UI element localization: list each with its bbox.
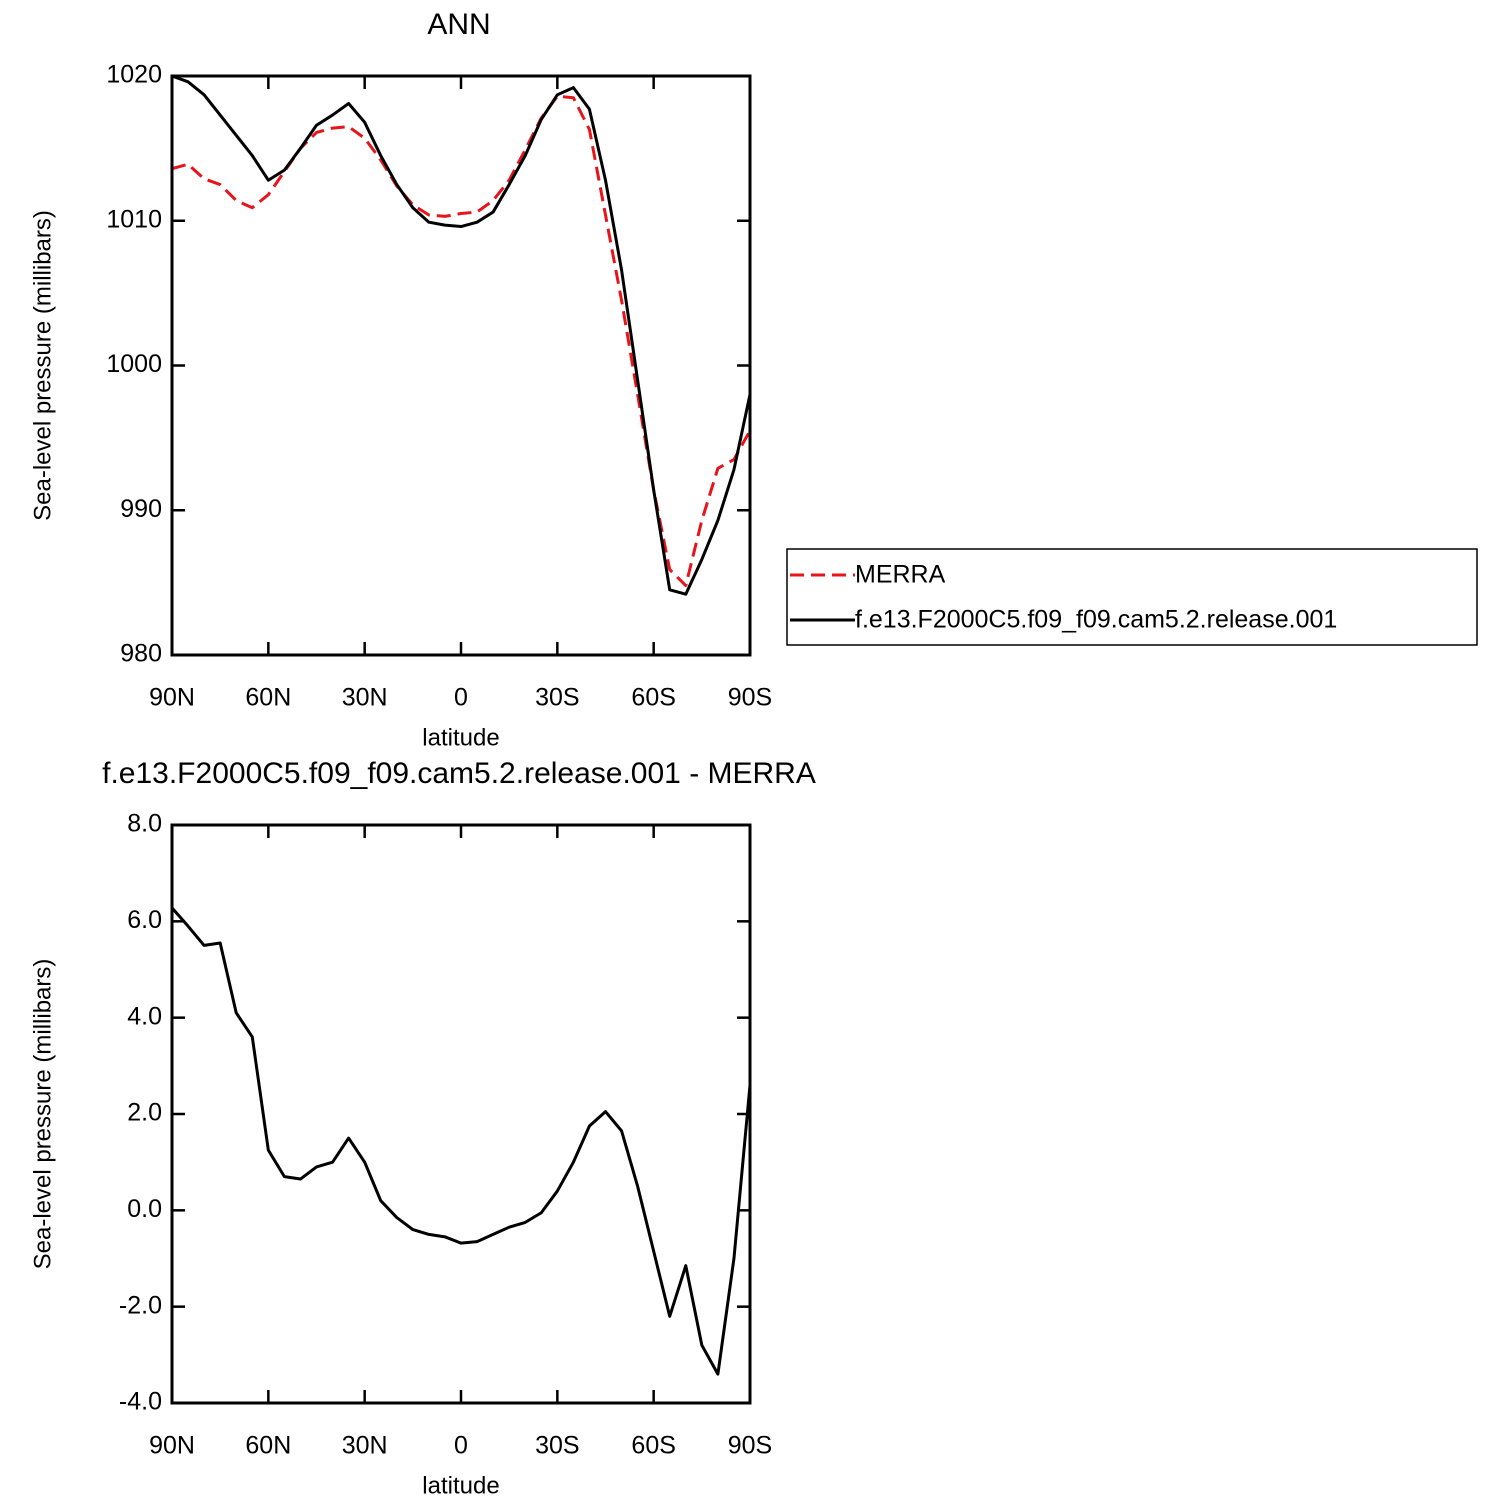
x-tick-label: 0 [454, 1432, 468, 1460]
x-tick-label: 60N [245, 684, 291, 712]
y-tick-label: 980 [120, 640, 162, 668]
y-tick-label: 1000 [106, 350, 162, 378]
x-tick-label: 60S [631, 1432, 675, 1460]
legend-label: f.e13.F2000C5.f09_f09.cam5.2.release.001 [855, 606, 1337, 634]
y-tick-label: 1010 [106, 205, 162, 233]
x-tick-label: 60S [631, 684, 675, 712]
y-tick-label: 4.0 [127, 1002, 162, 1030]
legend: MERRA f.e13.F2000C5.f09_f09.cam5.2.releas… [786, 548, 1478, 646]
x-axis-label: latitude [422, 724, 499, 751]
x-tick-label: 30S [535, 1432, 579, 1460]
y-tick-label: 6.0 [127, 906, 162, 934]
x-tick-label: 90S [728, 1432, 772, 1460]
chart-title: ANN [427, 8, 490, 41]
y-tick-label: -2.0 [119, 1291, 162, 1319]
x-tick-label: 60N [245, 1432, 291, 1460]
y-axis-label: Sea-level pressure (millibars) [29, 959, 56, 1270]
data-line [171, 74, 752, 596]
legend-label: MERRA [855, 561, 946, 589]
x-tick-label: 90N [149, 684, 195, 712]
y-tick-label: 8.0 [127, 810, 162, 838]
chart-title: f.e13.F2000C5.f09_f09.cam5.2.release.001… [102, 757, 816, 790]
y-tick-label: 990 [120, 495, 162, 523]
x-axis-label: latitude [422, 1472, 499, 1499]
y-tick-label: 0.0 [127, 1195, 162, 1223]
plot-frame [170, 823, 752, 1405]
y-tick-label: 2.0 [127, 1099, 162, 1127]
x-tick-label: 90S [728, 684, 772, 712]
x-tick-label: 90N [149, 1432, 195, 1460]
plot-frame [170, 74, 752, 657]
data-line [170, 906, 752, 1376]
legend-box [786, 548, 1478, 646]
data-line [171, 94, 752, 588]
y-axis-label: Sea-level pressure (millibars) [29, 210, 56, 521]
x-tick-label: 30N [342, 684, 388, 712]
y-tick-label: -4.0 [119, 1388, 162, 1416]
x-tick-label: 30N [342, 1432, 388, 1460]
y-tick-label: 1020 [106, 61, 162, 89]
x-tick-label: 0 [454, 684, 468, 712]
x-tick-label: 30S [535, 684, 579, 712]
